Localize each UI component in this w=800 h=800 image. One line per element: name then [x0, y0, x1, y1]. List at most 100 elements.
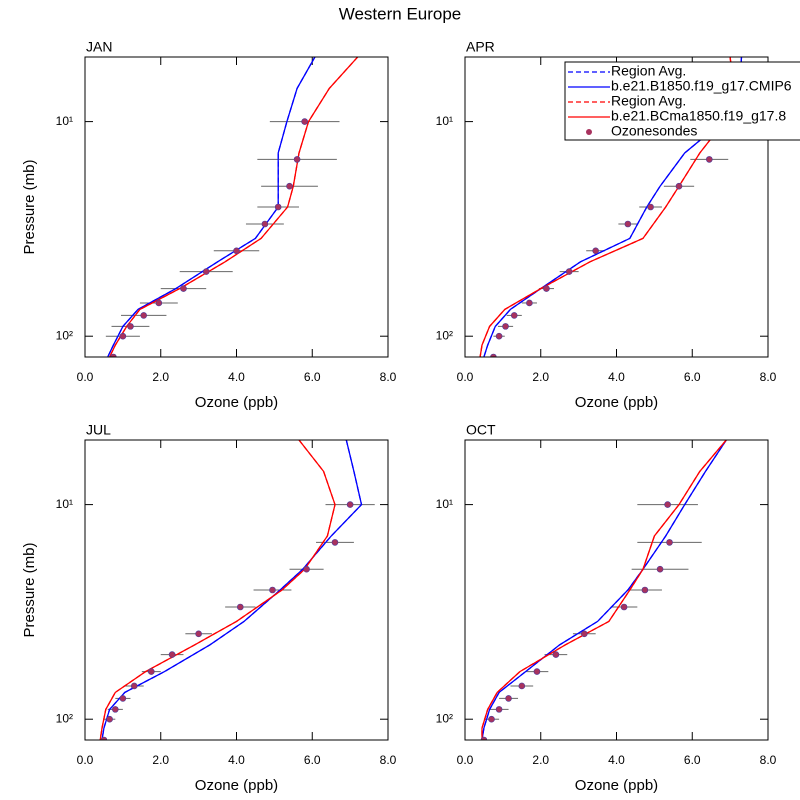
- obs-point: [110, 353, 117, 357]
- obs-point: [233, 247, 240, 255]
- x-tick-label: 6.0: [304, 370, 321, 384]
- model-line: [109, 57, 359, 357]
- obs-point: [140, 312, 148, 319]
- x-tick-label: 8.0: [760, 370, 777, 384]
- obs-point: [331, 539, 339, 546]
- x-tick-label: 2.0: [152, 370, 169, 384]
- plot-area: [98, 440, 375, 740]
- obs-point: [664, 501, 671, 508]
- obs-point: [543, 285, 550, 292]
- obs-point: [495, 332, 503, 340]
- x-tick-label: 2.0: [532, 370, 549, 384]
- x-tick-label: 0.0: [77, 753, 94, 767]
- plot-frame: [464, 56, 769, 358]
- x-axis-label: Ozone (ppb): [575, 777, 658, 794]
- obs-point: [303, 565, 310, 573]
- x-tick-label: 6.0: [304, 753, 321, 767]
- obs-point: [502, 323, 509, 330]
- model-line: [481, 440, 727, 740]
- obs-point: [274, 203, 282, 211]
- y-tick-label: 10²: [436, 328, 453, 342]
- obs-point: [195, 630, 202, 638]
- obs-point: [147, 668, 155, 675]
- x-tick-label: 2.0: [532, 753, 549, 767]
- obs-point: [533, 668, 541, 675]
- model-line: [107, 57, 316, 357]
- legend-swatch: [586, 129, 592, 135]
- x-tick-label: 8.0: [760, 753, 777, 767]
- y-tick-label: 10²: [56, 711, 73, 725]
- plot-area: [105, 57, 359, 357]
- obs-point: [236, 603, 244, 611]
- plot-frame: [464, 439, 769, 741]
- obs-point: [180, 285, 187, 292]
- obs-point: [641, 586, 649, 594]
- obs-point: [261, 220, 269, 228]
- x-tick-label: 6.0: [684, 753, 701, 767]
- obs-point: [119, 695, 127, 702]
- panel-title: APR: [466, 39, 495, 55]
- y-axis-label: Pressure (mb): [21, 159, 38, 254]
- x-tick-label: 4.0: [228, 370, 245, 384]
- y-tick-label: 10²: [436, 711, 453, 725]
- panel: JAN Ozone (ppb) Pressure (mb) 0.0 2.0 4.0 6.0 8…: [21, 39, 397, 411]
- plot-frame: [84, 56, 389, 358]
- obs-point: [155, 299, 163, 307]
- figure-title: Western Europe: [339, 4, 462, 23]
- x-tick-label: 8.0: [380, 753, 397, 767]
- panel: APR Ozone (ppb) 0.0 2.0 4.0 6.0 8.0 10¹ 10² Regio…: [436, 39, 800, 411]
- x-tick-label: 6.0: [684, 370, 701, 384]
- obs-point: [552, 651, 560, 658]
- legend-label: Ozonesondes: [611, 123, 697, 139]
- obs-point: [202, 268, 210, 275]
- y-tick-label: 10¹: [56, 497, 73, 511]
- obs-point: [269, 586, 276, 594]
- model-line: [101, 440, 363, 740]
- x-axis-label: Ozone (ppb): [575, 394, 658, 411]
- obs-point: [127, 323, 134, 330]
- obs-point: [130, 682, 138, 690]
- obs-point: [581, 630, 588, 638]
- legend: Region Avg.b.e21.B1850.f19_g17.CMIP6Regi…: [564, 61, 800, 141]
- legend-label: b.e21.BCma1850.f19_g17.8: [611, 108, 786, 124]
- y-tick-label: 10¹: [436, 497, 453, 511]
- x-tick-label: 0.0: [457, 370, 474, 384]
- obs-point: [480, 736, 488, 740]
- x-tick-label: 8.0: [380, 370, 397, 384]
- obs-point: [656, 565, 664, 573]
- obs-point: [510, 312, 518, 319]
- x-tick-label: 0.0: [457, 753, 474, 767]
- x-tick-label: 0.0: [77, 370, 94, 384]
- x-axis-label: Ozone (ppb): [195, 394, 278, 411]
- obs-point: [526, 299, 533, 307]
- obs-point: [293, 156, 301, 163]
- legend-label: Region Avg.: [611, 93, 686, 109]
- legend-label: b.e21.B1850.f19_g17.CMIP6: [611, 78, 792, 94]
- obs-point: [565, 268, 573, 275]
- obs-point: [620, 603, 628, 611]
- obs-point: [495, 706, 503, 713]
- obs-point: [286, 182, 293, 190]
- x-tick-label: 2.0: [152, 753, 169, 767]
- model-line: [99, 440, 336, 740]
- panel-title: JUL: [86, 422, 111, 438]
- obs-point: [488, 715, 495, 723]
- obs-point: [518, 682, 526, 690]
- panel-title: OCT: [466, 422, 496, 438]
- obs-point: [705, 156, 713, 163]
- x-axis-label: Ozone (ppb): [195, 777, 278, 794]
- x-tick-label: 4.0: [228, 753, 245, 767]
- obs-point: [119, 332, 127, 340]
- model-line: [101, 440, 363, 740]
- obs-point: [675, 182, 683, 190]
- panel: OCT Ozone (ppb) 0.0 2.0 4.0 6.0 8.0 10¹ 10²: [436, 422, 777, 794]
- plot-area: [480, 440, 727, 740]
- obs-point: [112, 706, 119, 713]
- x-tick-label: 4.0: [608, 370, 625, 384]
- obs-point: [346, 501, 354, 508]
- obs-point: [301, 118, 308, 125]
- obs-point: [490, 353, 497, 357]
- legend-box: [564, 61, 800, 141]
